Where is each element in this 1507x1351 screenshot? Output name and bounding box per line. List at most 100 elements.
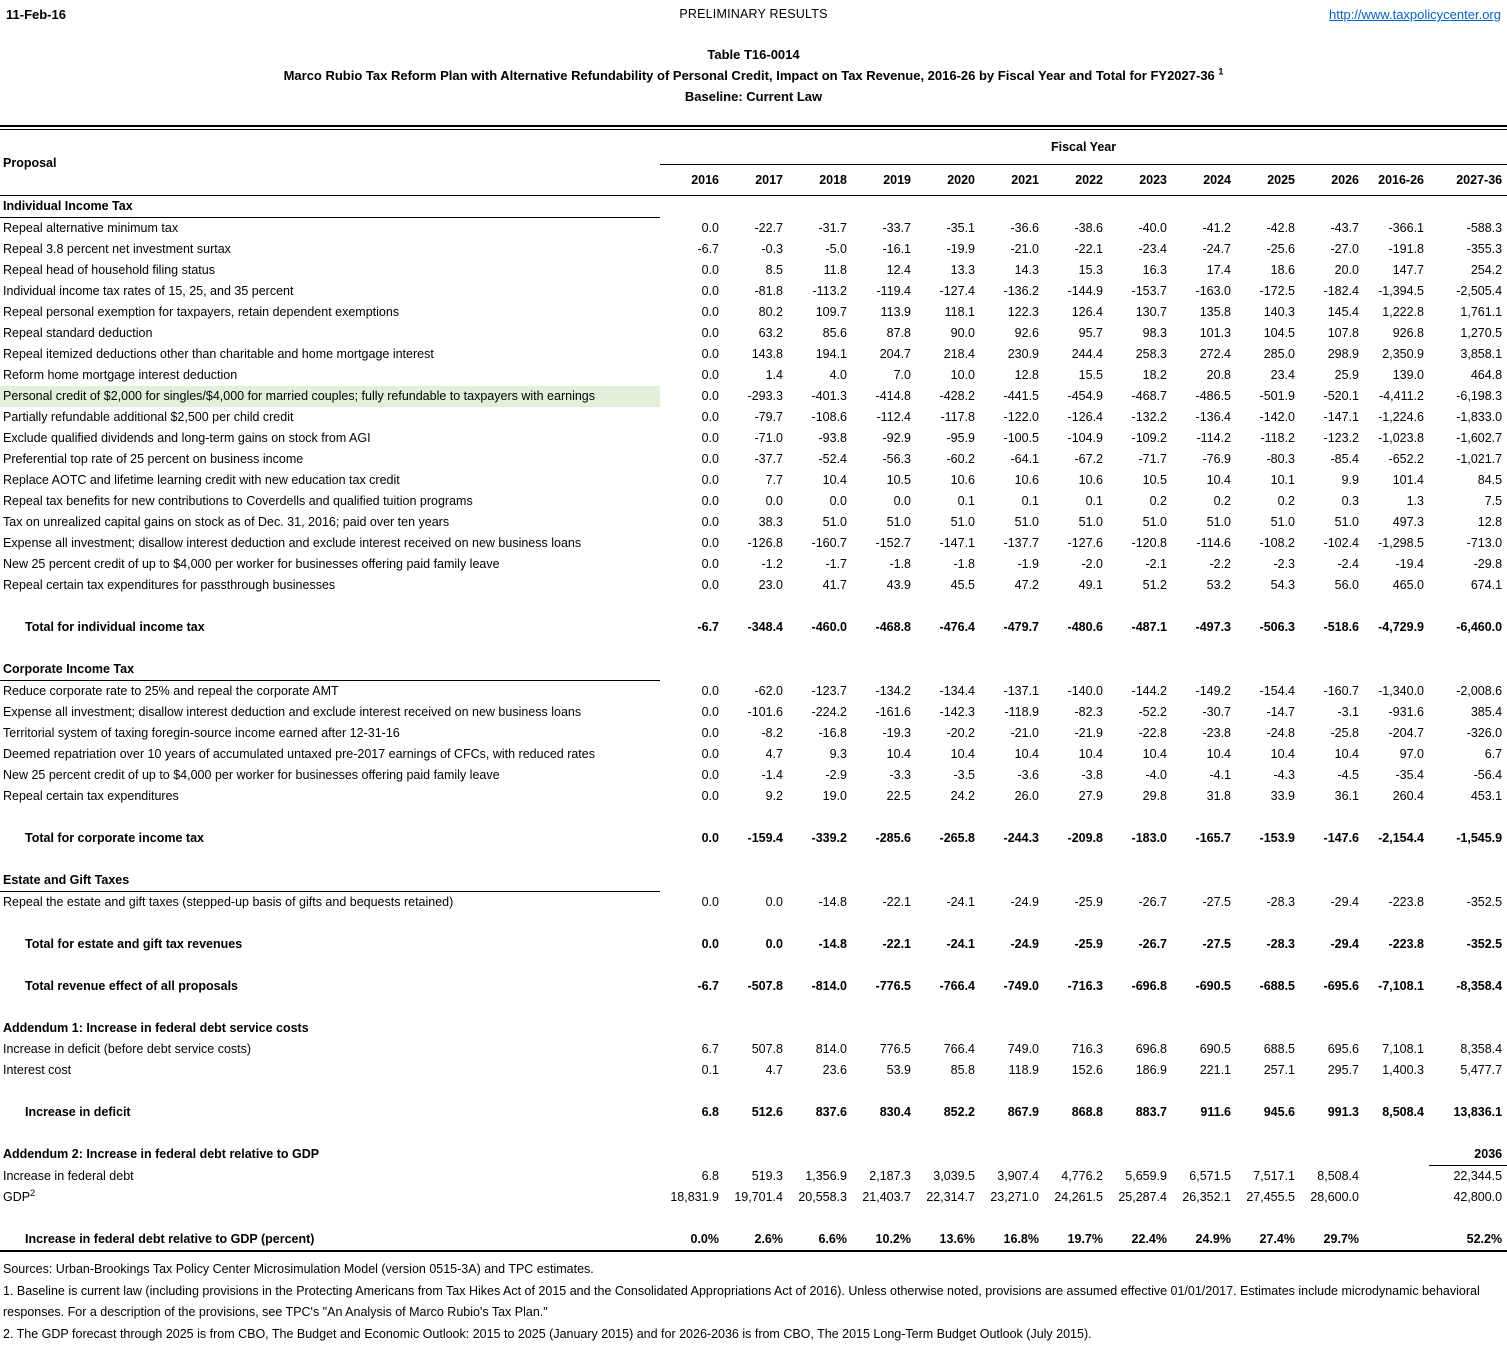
value-cell: -147.1 <box>1323 410 1359 424</box>
value-cell: 118.1 <box>944 305 975 319</box>
value-cell: -154.4 <box>1259 683 1295 698</box>
value-cell: 54.3 <box>1270 578 1295 592</box>
value-cell: -76.9 <box>1202 452 1232 466</box>
proposal-row: Repeal standard deduction 0.0 63.2 85.6 87.8… <box>0 323 1507 344</box>
value-cell: 285.0 <box>1263 347 1295 361</box>
value-cell: -24.9 <box>1010 894 1040 909</box>
value-cell: 8,358.4 <box>1460 1042 1503 1056</box>
value-cell: -23.8 <box>1202 726 1232 740</box>
value-cell: 5,659.9 <box>1125 1168 1167 1183</box>
value-cell <box>852 1018 916 1039</box>
value-cell: 0.0% <box>690 1232 720 1246</box>
value-cell: -1,298.5 <box>1378 536 1424 550</box>
section-header-row: Corporate Income Tax <box>0 659 1507 681</box>
value-cell: -28.3 <box>1266 937 1296 951</box>
value-cell: 43.9 <box>886 578 911 592</box>
spacer-row <box>0 1208 1507 1229</box>
value-cell: 95.7 <box>1078 326 1103 340</box>
value-cell: -172.5 <box>1259 284 1295 298</box>
value-cell: 221.1 <box>1199 1063 1231 1077</box>
value-cell: -814.0 <box>811 979 847 993</box>
value-cell: -153.9 <box>1259 831 1295 845</box>
proposal-label: Preferential top rate of 25 percent on b… <box>3 452 304 466</box>
spacer-row <box>0 849 1507 870</box>
value-cell: -26.7 <box>1138 937 1168 951</box>
value-cell: 0.0 <box>701 326 719 340</box>
value-cell: -480.6 <box>1067 620 1103 634</box>
value-cell: -108.2 <box>1259 536 1295 550</box>
value-cell: -25.9 <box>1074 937 1104 951</box>
value-cell: 0.0 <box>701 536 719 550</box>
total-row: Increase in federal debt relative to GDP… <box>0 1229 1507 1251</box>
value-cell: -14.8 <box>818 894 848 909</box>
value-cell: -1,021.7 <box>1456 452 1503 466</box>
taxpolicycenter-link[interactable]: http://www.taxpolicycenter.org <box>1329 7 1501 22</box>
value-cell: -8.2 <box>761 726 783 740</box>
value-cell: 0.0 <box>701 305 719 319</box>
proposal-row: Partially refundable additional $2,500 p… <box>0 407 1507 428</box>
value-cell: -2.2 <box>1209 557 1231 571</box>
value-cell <box>1236 196 1300 218</box>
section-header-row: Addendum 2: Increase in federal debt rel… <box>0 1144 1507 1166</box>
value-cell: 186.9 <box>1135 1063 1167 1077</box>
value-cell <box>1044 659 1108 681</box>
value-cell: 19.0 <box>822 789 847 803</box>
value-cell: 122.3 <box>1007 305 1039 319</box>
value-cell: 20.0 <box>1334 263 1359 277</box>
year-column-header: 2025 <box>1236 164 1300 196</box>
value-cell: 16.8% <box>1003 1232 1039 1246</box>
value-cell: 7,517.1 <box>1253 1168 1295 1183</box>
value-cell: 101.4 <box>1392 473 1424 487</box>
table-top-rule <box>0 125 1507 130</box>
value-cell: -132.2 <box>1131 410 1167 424</box>
value-cell: -24.7 <box>1202 242 1232 256</box>
proposal-label: Reduce corporate rate to 25% and repeal … <box>3 684 339 698</box>
value-cell: -479.7 <box>1003 620 1039 634</box>
value-cell: -22.1 <box>882 894 912 909</box>
value-cell: 0.0 <box>765 894 783 909</box>
value-cell: 24,261.5 <box>1054 1190 1103 1204</box>
year-column-header: 2024 <box>1172 164 1236 196</box>
value-cell: -40.0 <box>1138 220 1168 235</box>
value-cell: 272.4 <box>1199 347 1231 361</box>
value-cell: 51.0 <box>1014 515 1039 529</box>
value-cell: 830.4 <box>879 1105 911 1119</box>
value-cell: 218.4 <box>943 347 975 361</box>
proposal-row: Increase in deficit (before debt service… <box>0 1039 1507 1060</box>
value-cell: 84.5 <box>1477 473 1503 487</box>
value-cell: 51.0 <box>1206 515 1231 529</box>
value-cell: 10.6 <box>950 473 975 487</box>
proposal-label: Repeal personal exemption for taxpayers,… <box>3 305 400 319</box>
value-cell: -4.3 <box>1273 768 1295 782</box>
value-cell: 109.7 <box>815 305 847 319</box>
proposal-row: Repeal tax benefits for new contribution… <box>0 491 1507 512</box>
value-cell: 868.8 <box>1071 1105 1103 1119</box>
proposal-label: Exclude qualified dividends and long-ter… <box>3 431 371 445</box>
proposal-label: Territorial system of taxing foregin-sou… <box>3 726 400 740</box>
value-cell: 9.2 <box>765 789 783 803</box>
value-cell: -20.2 <box>946 726 976 740</box>
value-cell: 0.0 <box>701 220 719 235</box>
value-cell <box>1108 1018 1172 1039</box>
value-cell: -3.6 <box>1017 768 1039 782</box>
value-cell: 12.4 <box>886 263 911 277</box>
value-cell <box>1364 870 1429 892</box>
value-cell: 814.0 <box>815 1042 847 1056</box>
section-title: Addendum 2: Increase in federal debt rel… <box>3 1147 320 1162</box>
value-cell <box>1429 196 1507 218</box>
value-cell: 0.1 <box>701 1063 719 1077</box>
value-cell: -688.5 <box>1259 979 1295 993</box>
value-cell <box>1364 1166 1429 1188</box>
value-cell: 3,907.4 <box>997 1168 1039 1183</box>
value-cell: -690.5 <box>1195 979 1231 993</box>
value-cell <box>1236 1018 1300 1039</box>
value-cell: 4,776.2 <box>1061 1168 1103 1183</box>
value-cell: 926.8 <box>1392 326 1424 340</box>
value-cell: -159.4 <box>747 831 783 845</box>
table-title: Marco Rubio Tax Reform Plan with Alterna… <box>283 66 1224 83</box>
value-cell: 0.0 <box>701 747 719 761</box>
value-cell: -487.1 <box>1131 620 1167 634</box>
spacer-cell <box>0 997 1507 1018</box>
proposal-label: Repeal the estate and gift taxes (steppe… <box>3 895 454 909</box>
total-row: Total for estate and gift tax revenues 0.… <box>0 934 1507 955</box>
